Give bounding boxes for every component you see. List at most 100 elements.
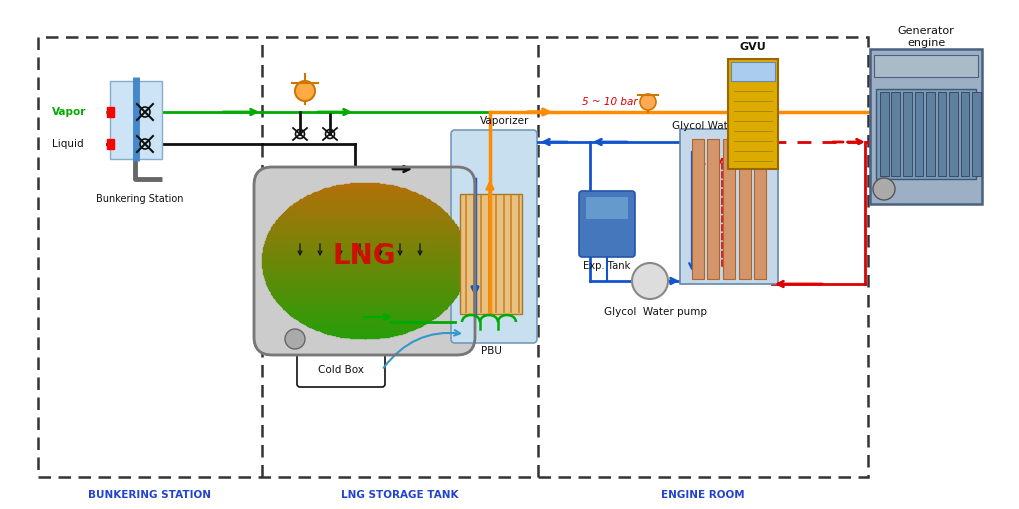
Bar	[277, 301, 451, 302]
Bar	[278, 303, 449, 304]
Bar	[275, 222, 453, 223]
Bar	[271, 292, 458, 293]
Bar	[271, 293, 458, 294]
Bar	[269, 231, 459, 232]
Bar	[266, 237, 462, 238]
Bar	[262, 264, 467, 265]
Text: Generator
engine: Generator engine	[897, 26, 954, 48]
Bar	[263, 270, 466, 271]
Bar	[286, 311, 442, 312]
Bar	[264, 275, 465, 276]
Bar	[329, 333, 399, 334]
Bar	[350, 183, 379, 184]
Bar	[281, 214, 446, 215]
Bar	[312, 327, 417, 328]
Circle shape	[284, 329, 305, 349]
Bar	[936, 92, 945, 176]
Bar	[304, 323, 424, 324]
Bar	[107, 107, 114, 117]
Bar	[284, 211, 443, 212]
Bar	[285, 210, 443, 211]
Bar	[343, 336, 384, 337]
Text: LNG STORAGE TANK: LNG STORAGE TANK	[341, 490, 459, 500]
Bar	[273, 296, 455, 297]
Bar	[300, 321, 428, 322]
Bar	[269, 290, 459, 291]
Bar	[289, 207, 439, 208]
Bar	[291, 315, 437, 316]
Bar	[262, 268, 466, 269]
Bar	[299, 320, 429, 321]
Bar	[269, 232, 460, 233]
Bar	[680, 129, 777, 284]
Bar	[332, 186, 396, 187]
Bar	[280, 215, 447, 216]
Bar	[285, 310, 443, 311]
Bar	[265, 279, 464, 280]
Text: ENGINE ROOM: ENGINE ROOM	[660, 490, 744, 500]
Text: Glycol Water Heater: Glycol Water Heater	[672, 121, 776, 131]
Bar	[586, 197, 628, 219]
Bar	[107, 139, 114, 149]
Bar	[264, 246, 465, 247]
Bar	[290, 314, 438, 315]
Bar	[971, 92, 979, 176]
Bar	[267, 285, 462, 286]
Bar	[728, 59, 777, 169]
Bar	[294, 203, 434, 204]
Bar	[298, 201, 431, 202]
Bar	[264, 243, 464, 244]
Bar	[276, 220, 452, 221]
Bar	[287, 312, 441, 313]
Bar	[282, 213, 446, 214]
Bar	[303, 198, 426, 199]
Text: Vapor: Vapor	[52, 107, 87, 117]
Bar	[262, 263, 467, 264]
Bar	[310, 194, 418, 195]
Text: LNG: LNG	[332, 242, 395, 270]
Bar	[262, 251, 466, 252]
Bar	[343, 184, 384, 185]
Bar	[891, 92, 899, 176]
Bar	[875, 89, 975, 179]
Bar	[307, 195, 421, 196]
Bar	[304, 197, 424, 198]
Bar	[284, 309, 443, 310]
Bar	[270, 229, 458, 230]
Bar	[264, 277, 464, 278]
Text: PBU: PBU	[480, 346, 501, 356]
Bar	[332, 334, 396, 335]
Bar	[316, 329, 413, 330]
Bar	[914, 92, 922, 176]
Bar	[281, 306, 446, 307]
Bar	[291, 206, 437, 207]
Bar	[902, 92, 911, 176]
Bar	[289, 313, 439, 314]
Bar	[302, 322, 427, 323]
Bar	[110, 81, 162, 159]
Bar	[264, 245, 465, 246]
Bar	[738, 139, 750, 279]
Bar	[306, 324, 423, 325]
Bar	[275, 299, 452, 300]
Bar	[273, 224, 455, 225]
Bar	[284, 212, 444, 213]
FancyBboxPatch shape	[450, 130, 536, 343]
Bar	[282, 307, 446, 308]
Bar	[292, 316, 436, 317]
Bar	[350, 337, 379, 338]
Bar	[264, 244, 465, 245]
Bar	[731, 62, 774, 81]
Text: Glycol  Water pump: Glycol Water pump	[603, 307, 706, 317]
Text: Bunkering Station: Bunkering Station	[96, 194, 183, 204]
Circle shape	[639, 94, 655, 110]
Bar	[324, 188, 405, 189]
Bar	[288, 208, 440, 209]
Bar	[263, 248, 466, 249]
Bar	[273, 225, 455, 226]
Bar	[262, 261, 467, 262]
Bar	[320, 330, 409, 331]
Bar	[278, 302, 450, 303]
Bar	[269, 288, 460, 289]
Bar	[296, 318, 433, 319]
